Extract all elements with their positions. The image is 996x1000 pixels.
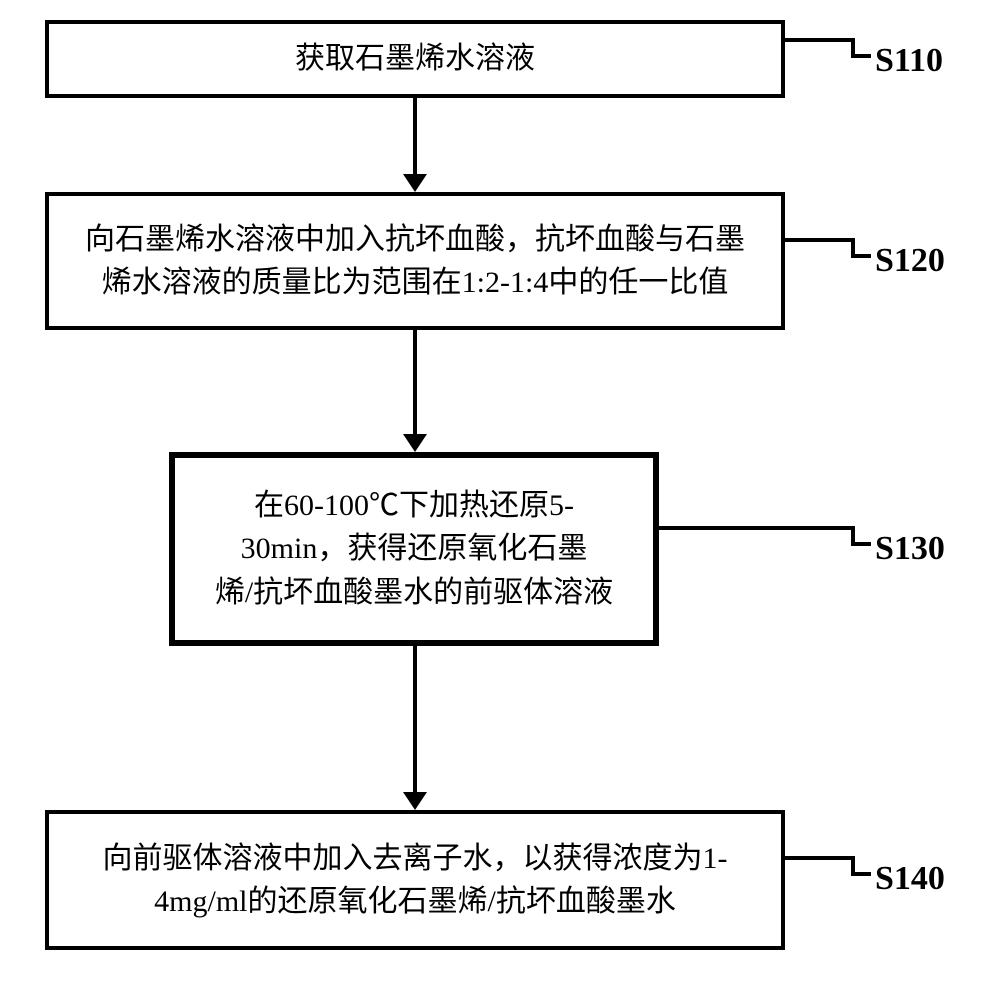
step-label-s120: S120 <box>875 242 945 280</box>
step-text-line2: 30min，获得还原氧化石墨 <box>215 527 613 571</box>
flowchart-step-s110: 获取石墨烯水溶液 <box>45 20 785 98</box>
label-connector-curve-s110-h <box>851 54 871 58</box>
step-label-s110: S110 <box>875 42 943 80</box>
flowchart-arrow-2 <box>400 330 430 452</box>
flowchart-arrow-1 <box>400 98 430 192</box>
label-connector-s110 <box>785 38 851 42</box>
label-connector-s140 <box>785 856 851 860</box>
step-text-line2: 烯水溶液的质量比为范围在1:2-1:4中的任一比值 <box>85 261 745 305</box>
label-connector-curve-s130-h <box>851 542 871 546</box>
label-connector-s120 <box>785 238 851 242</box>
step-label-s140: S140 <box>875 860 945 898</box>
step-text-line2: 4mg/ml的还原氧化石墨烯/抗坏血酸墨水 <box>103 880 728 924</box>
step-text-line1: 向前驱体溶液中加入去离子水，以获得浓度为1- <box>103 837 728 881</box>
flowchart-step-s140: 向前驱体溶液中加入去离子水，以获得浓度为1- 4mg/ml的还原氧化石墨烯/抗坏… <box>45 810 785 950</box>
step-label-s130: S130 <box>875 530 945 568</box>
flowchart-step-s120: 向石墨烯水溶液中加入抗坏血酸，抗坏血酸与石墨 烯水溶液的质量比为范围在1:2-1… <box>45 192 785 330</box>
step-text: 获取石墨烯水溶液 <box>295 37 535 81</box>
flowchart-step-s130: 在60-100℃下加热还原5- 30min，获得还原氧化石墨 烯/抗坏血酸墨水的… <box>169 452 659 646</box>
step-text-line1: 在60-100℃下加热还原5- <box>215 484 613 528</box>
step-text-line1: 向石墨烯水溶液中加入抗坏血酸，抗坏血酸与石墨 <box>85 218 745 262</box>
step-text-line3: 烯/抗坏血酸墨水的前驱体溶液 <box>215 571 613 615</box>
label-connector-s130 <box>659 526 851 530</box>
flowchart-arrow-3 <box>400 646 430 810</box>
label-connector-curve-s120-h <box>851 254 871 258</box>
label-connector-curve-s140-h <box>851 872 871 876</box>
